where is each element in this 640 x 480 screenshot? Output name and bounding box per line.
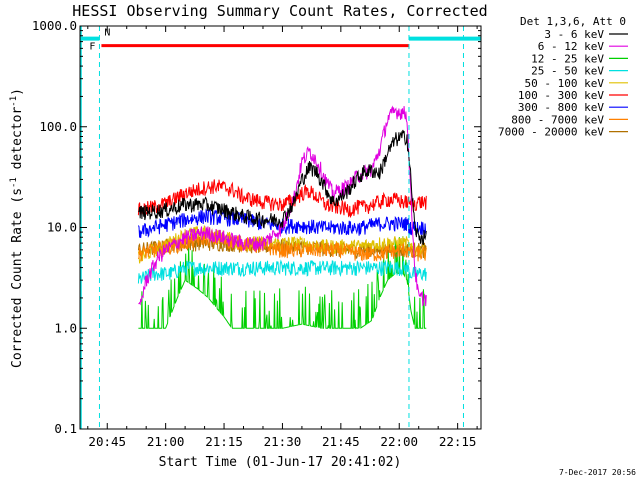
x-tick-label: 21:30	[264, 434, 302, 449]
legend-label: 50 - 100 keV	[525, 77, 605, 90]
y-tick-label: 1.0	[54, 320, 77, 335]
flare-flag-label: F	[89, 42, 95, 53]
series-line	[137, 179, 427, 218]
x-tick-label: 22:00	[380, 434, 418, 449]
series-line	[138, 236, 427, 330]
x-tick-label: 21:00	[147, 434, 185, 449]
x-tick-label: 20:45	[88, 434, 126, 449]
legend-label: 7000 - 20000 keV	[498, 126, 604, 139]
series-line	[137, 259, 427, 284]
x-tick-label: 22:15	[439, 434, 477, 449]
legend-label: 100 - 300 keV	[518, 89, 604, 102]
chart-title: HESSI Observing Summary Count Rates, Cor…	[72, 2, 487, 20]
series-layer	[137, 105, 427, 330]
x-tick-label: 21:15	[205, 434, 243, 449]
legend-label: 6 - 12 keV	[538, 40, 605, 53]
series-line	[138, 129, 427, 246]
y-tick-label: 100.0	[39, 119, 77, 134]
legend-label: 300 - 800 keV	[518, 101, 604, 114]
legend-label: 25 - 50 keV	[531, 65, 604, 78]
legend-label: 3 - 6 keV	[544, 28, 604, 41]
legend-label: 12 - 25 keV	[531, 52, 604, 65]
legend-title: Det 1,3,6, Att 0	[520, 15, 626, 28]
x-tick-label: 21:45	[322, 434, 360, 449]
y-tick-label: 0.1	[54, 421, 77, 436]
tick-layer: 20:45 21:00 21:15 21:30 21:45 22:00 22:15 0.1 1.…	[32, 18, 481, 449]
x-axis-label: Start Time (01-Jun-17 20:41:02)	[159, 455, 402, 470]
legend-label: 800 - 7000 keV	[511, 113, 604, 126]
footer-date: 7-Dec-2017 20:56	[559, 468, 636, 477]
series-line	[137, 230, 427, 262]
y-tick-label: 10.0	[47, 220, 77, 235]
y-tick-label: 1000.0	[32, 18, 77, 33]
night-flag-label: N	[104, 28, 110, 39]
y-axis-label: Corrected Count Rate (s-1 detector-1)	[9, 88, 25, 368]
